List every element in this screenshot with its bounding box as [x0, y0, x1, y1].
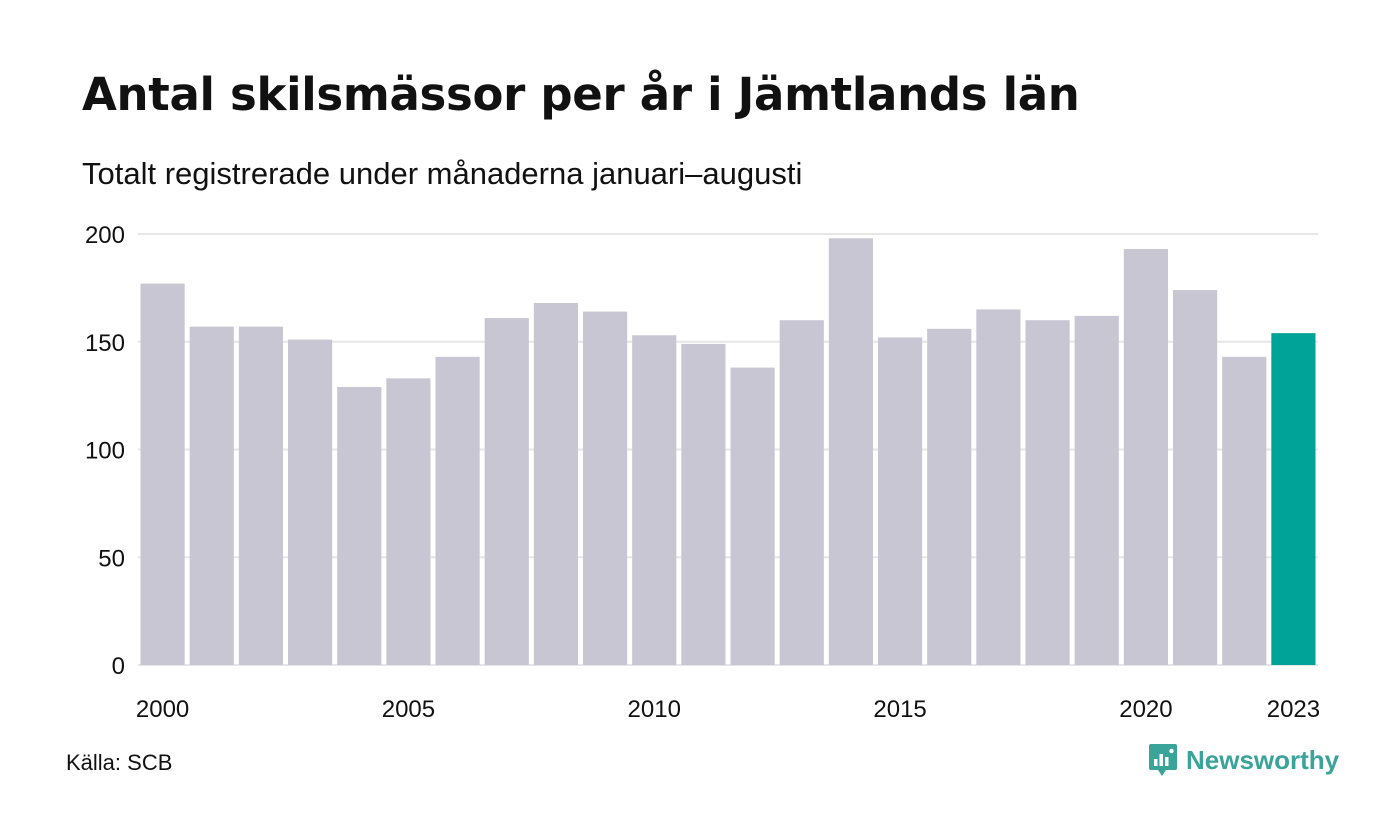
brand-name: Newsworthy [1186, 744, 1340, 775]
bar-2008 [533, 302, 578, 665]
chart-subtitle: Totalt registrerade under månaderna janu… [82, 156, 803, 191]
bar-2017 [976, 309, 1021, 665]
y-tick-label: 150 [85, 330, 125, 357]
x-tick-label: 2020 [1119, 696, 1172, 723]
bar-2002 [238, 326, 283, 665]
y-axis-ticks: 0 50 100 150 200 [85, 222, 125, 680]
y-tick-label: 50 [98, 545, 125, 572]
x-tick-label: 2005 [382, 696, 435, 723]
chart-title: Antal skilsmässor per år i Jämtlands län [82, 68, 1080, 121]
source-label: Källa: SCB [66, 750, 173, 775]
bar-2011 [681, 343, 726, 665]
bar-2018 [1025, 320, 1070, 665]
bar-2007 [484, 318, 529, 665]
bar-2006 [435, 356, 480, 665]
bar-2021 [1173, 290, 1218, 665]
bar-2004 [337, 387, 382, 665]
bar-2015 [878, 337, 923, 665]
bar-2022 [1222, 356, 1267, 665]
y-tick-label: 100 [85, 438, 125, 465]
brand-logo: Newsworthy [1148, 742, 1339, 778]
bar-2013 [779, 320, 824, 665]
bar-2020 [1123, 249, 1168, 665]
x-tick-label: 2015 [873, 696, 926, 723]
bar-2003 [288, 339, 333, 665]
bar-2000 [140, 283, 185, 665]
bar-2023 [1271, 333, 1316, 665]
bar-2016 [927, 328, 972, 665]
bar-2019 [1074, 315, 1119, 665]
x-tick-label: 2000 [136, 696, 189, 723]
grid-lines [138, 233, 1318, 666]
bar-2014 [828, 238, 873, 665]
y-tick-label: 200 [85, 222, 125, 249]
y-tick-label: 0 [112, 653, 125, 680]
bars [140, 238, 1316, 665]
bar-2010 [632, 335, 677, 665]
x-tick-label: 2010 [628, 696, 681, 723]
x-tick-label: 2023 [1267, 696, 1320, 723]
newsworthy-logo-icon [1149, 744, 1177, 776]
x-axis-ticks: 2000 2005 2010 2015 2020 2023 [136, 696, 1320, 723]
bar-2001 [189, 326, 234, 665]
bar-2009 [583, 311, 628, 665]
bar-2005 [386, 378, 431, 665]
bar-2012 [730, 367, 775, 665]
